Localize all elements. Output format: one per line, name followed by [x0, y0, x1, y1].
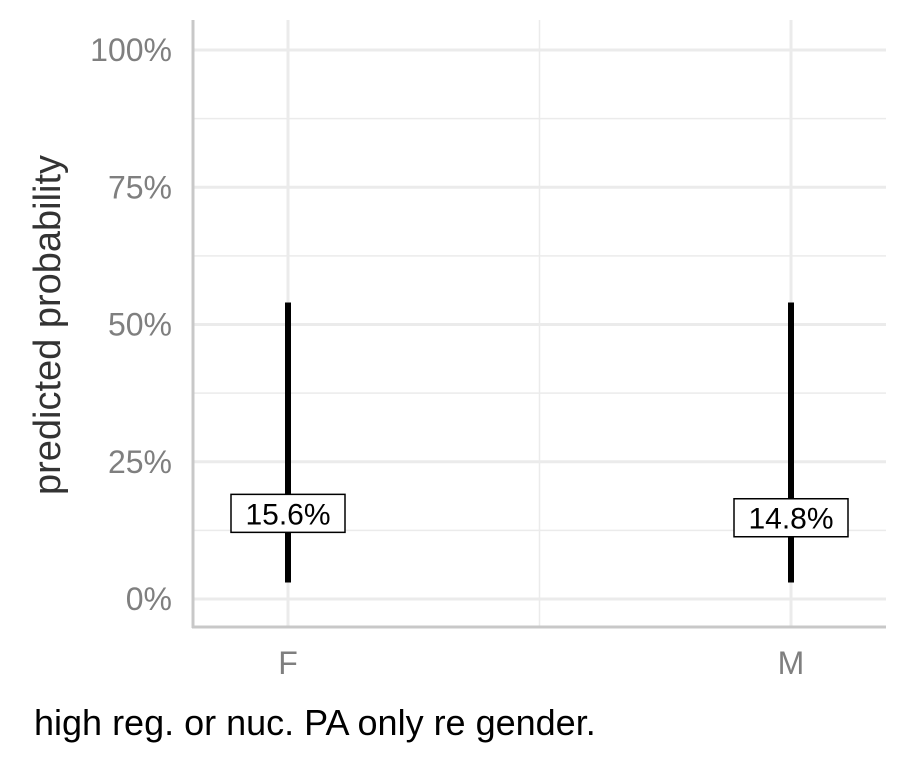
chart-caption: high reg. or nuc. PA only re gender. — [34, 702, 596, 743]
value-label: 15.6% — [230, 493, 346, 534]
y-tick-labels: 0% 25% 50% 75% 100% — [90, 32, 172, 617]
value-label-box — [230, 493, 346, 534]
axes — [191, 20, 886, 629]
x-tick-label: M — [778, 645, 805, 681]
grid-lines — [193, 20, 886, 627]
value-label-box — [733, 497, 849, 538]
value-label-text: 15.6% — [245, 498, 330, 531]
y-tick-label: 0% — [126, 581, 172, 617]
y-tick-label: 75% — [108, 169, 172, 205]
y-axis-title: predicted probability — [27, 155, 69, 495]
x-tick-label: F — [278, 645, 298, 681]
value-label-text: 14.8% — [748, 503, 833, 536]
y-tick-label: 100% — [90, 32, 172, 68]
value-labels: 15.6% 14.8% — [230, 493, 849, 538]
value-label: 14.8% — [733, 497, 849, 538]
y-tick-label: 50% — [108, 307, 172, 343]
y-tick-label: 25% — [108, 444, 172, 480]
